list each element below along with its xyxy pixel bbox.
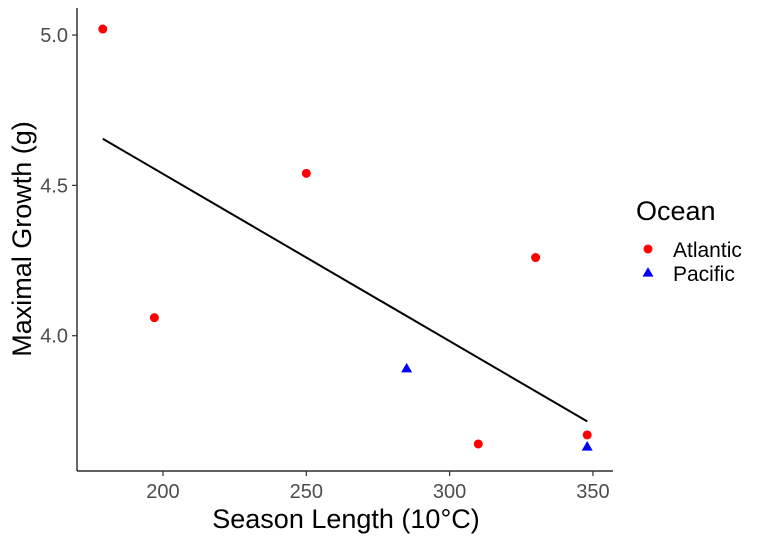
legend-item-atlantic: Atlantic xyxy=(643,239,742,262)
data-point-atlantic xyxy=(582,430,592,440)
data-point-atlantic xyxy=(531,253,541,263)
legend-key-pacific xyxy=(642,267,654,277)
data-point-atlantic xyxy=(473,439,483,449)
x-axis: 200 250 300 350 xyxy=(77,470,613,503)
x-tick-label: 250 xyxy=(290,481,323,503)
data-point-pacific xyxy=(401,362,413,373)
y-axis-title: Maximal Growth (g) xyxy=(7,121,37,357)
legend-item-pacific: Pacific xyxy=(642,263,735,286)
data-point-pacific xyxy=(581,441,593,451)
y-tick-label: 5.0 xyxy=(40,25,68,47)
y-axis: 4.0 4.5 5.0 xyxy=(40,8,78,471)
data-point-atlantic xyxy=(301,168,311,178)
x-axis-title: Season Length (10°C) xyxy=(212,504,479,534)
trend-line xyxy=(102,137,588,423)
plot-area xyxy=(98,24,593,451)
legend-title: Ocean xyxy=(636,196,716,226)
x-tick-label: 200 xyxy=(146,481,179,503)
y-tick-label: 4.5 xyxy=(40,175,68,197)
legend-label: Pacific xyxy=(673,263,735,286)
x-tick-label: 350 xyxy=(576,481,609,503)
x-tick-label: 300 xyxy=(433,481,466,503)
data-point-atlantic xyxy=(98,24,108,34)
legend-key-atlantic xyxy=(643,244,653,254)
legend-label: Atlantic xyxy=(673,239,742,262)
y-tick-label: 4.0 xyxy=(40,326,68,348)
data-point-atlantic xyxy=(149,313,159,323)
